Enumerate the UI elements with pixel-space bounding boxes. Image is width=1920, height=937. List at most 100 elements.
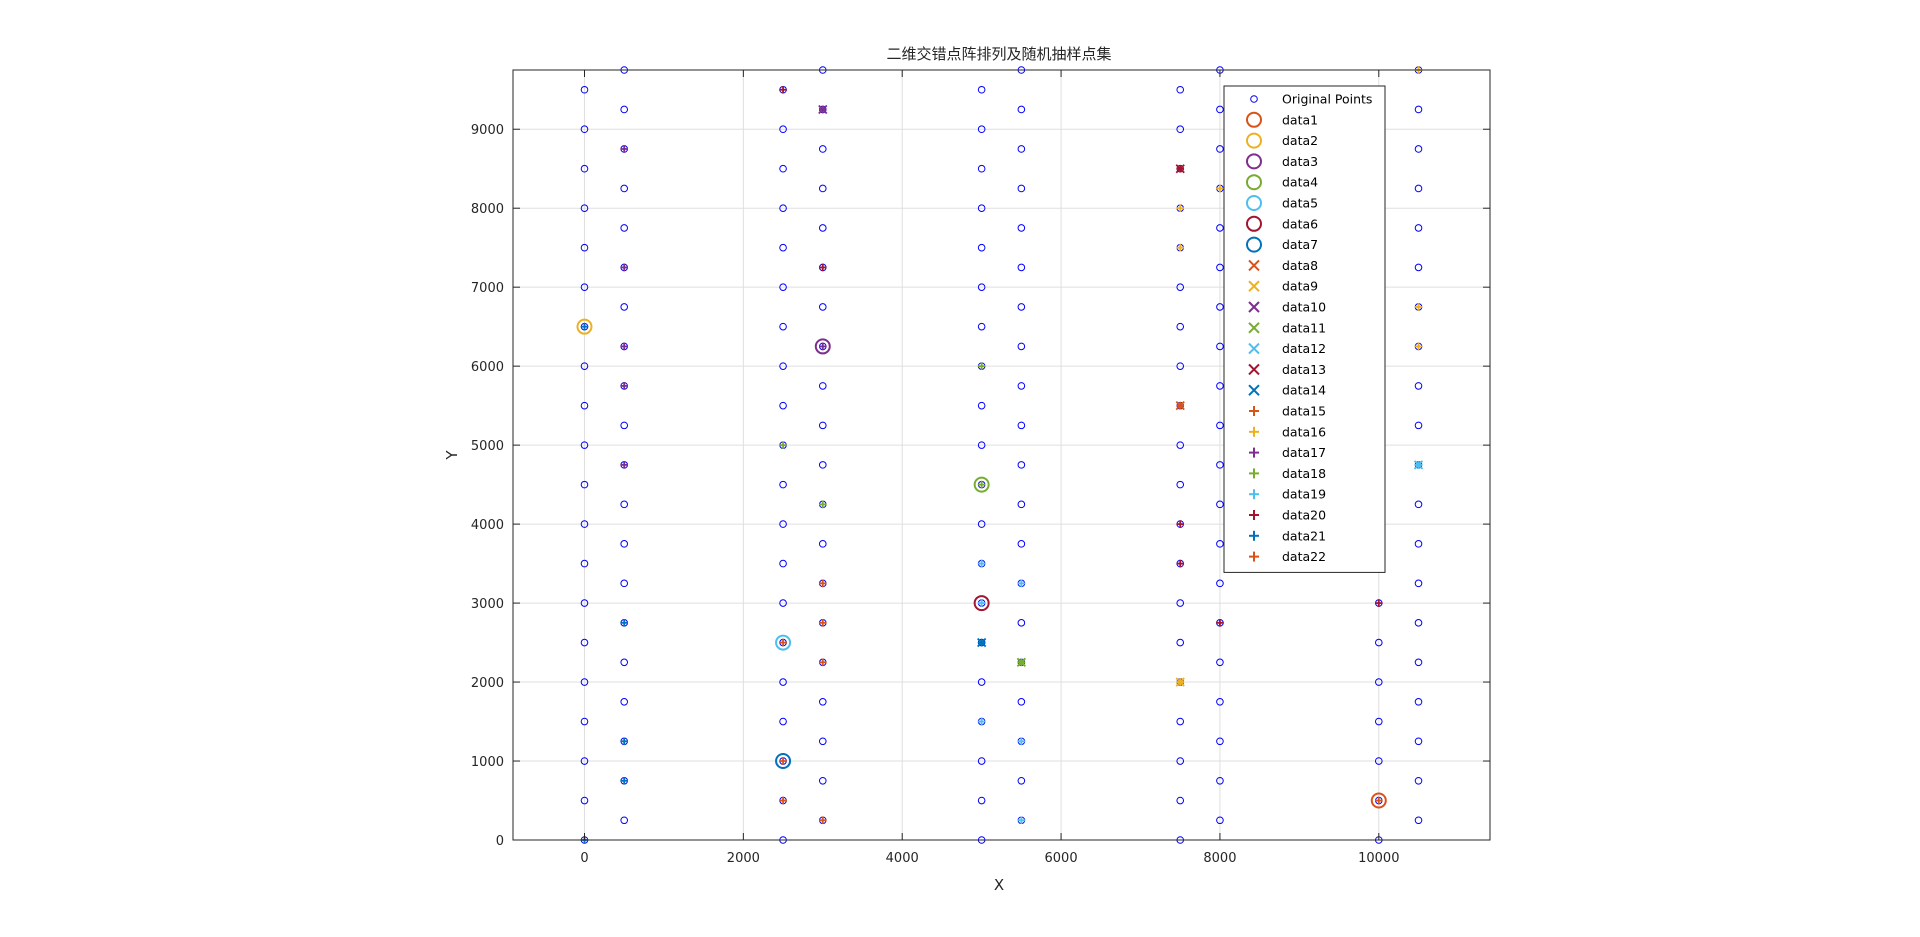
original-point (1017, 263, 1026, 272)
axes-frame (512, 69, 1491, 841)
legend-item: data13 (1248, 362, 1326, 377)
x-tick-label: 8000 (1203, 851, 1236, 866)
original-point (580, 480, 589, 489)
original-point (1414, 658, 1423, 667)
original-point (1414, 540, 1423, 548)
original-point (779, 559, 787, 568)
y-tick-label: 4000 (471, 518, 504, 533)
legend-item: data14 (1248, 383, 1326, 398)
series-point-data15 (779, 638, 787, 647)
original-point (580, 717, 589, 726)
legend-label: data12 (1282, 341, 1326, 356)
original-point (1414, 184, 1423, 193)
legend-label: data16 (1282, 424, 1326, 439)
original-point (977, 322, 986, 331)
original-point (1176, 480, 1185, 489)
series-point-data19 (977, 559, 986, 568)
original-point (580, 125, 589, 134)
original-point (580, 401, 589, 410)
original-point (977, 283, 986, 291)
original-point (1216, 263, 1224, 272)
original-point (620, 697, 629, 706)
original-point (818, 776, 827, 785)
series-point-data18 (977, 362, 986, 370)
original-point (779, 283, 787, 291)
series-point-data21 (620, 619, 629, 627)
original-point (620, 303, 629, 311)
original-point (818, 737, 827, 746)
series-point-data16 (1414, 303, 1423, 311)
original-point (1374, 717, 1383, 726)
original-point (580, 441, 589, 449)
y-tick-label: 2000 (471, 676, 504, 691)
original-point (620, 816, 629, 825)
legend-item: data4 (1246, 174, 1318, 191)
y-tick-label: 7000 (471, 281, 504, 296)
legend-item: data7 (1246, 236, 1318, 253)
original-point (620, 421, 629, 430)
legend-label: data13 (1282, 362, 1326, 377)
original-point (818, 540, 827, 548)
series-point-data16 (1176, 243, 1185, 252)
axes-box (512, 69, 1491, 841)
original-point (620, 184, 629, 193)
x-tick-label: 0 (580, 851, 588, 866)
y-axis-label: Y (443, 450, 461, 461)
legend-marker (1249, 530, 1259, 541)
original-point (1216, 421, 1224, 430)
original-point (1216, 776, 1224, 785)
original-point (580, 796, 589, 805)
legend-item: data1 (1246, 111, 1318, 128)
y-tick-label: 6000 (471, 360, 504, 375)
original-point (1216, 342, 1224, 351)
original-point (818, 184, 827, 193)
legend-marker (1246, 153, 1262, 170)
original-point (1176, 283, 1185, 291)
y-tick-label: 5000 (471, 439, 504, 454)
series-point-data4 (973, 476, 990, 493)
original-point (1017, 184, 1026, 193)
series-point-data17 (620, 342, 629, 351)
original-point (818, 421, 827, 430)
original-point (1414, 697, 1423, 706)
original-point (1017, 382, 1026, 390)
original-point (580, 283, 589, 291)
y-tick-label: 3000 (471, 597, 504, 612)
original-point (1414, 816, 1423, 825)
legend-label: data18 (1282, 466, 1326, 481)
series-point-data22 (779, 796, 787, 805)
original-point (1414, 737, 1423, 746)
series-point-data22 (818, 658, 827, 667)
legend-label: data10 (1282, 300, 1326, 315)
original-point (620, 579, 629, 588)
original-point (580, 362, 589, 370)
original-point (818, 461, 827, 469)
original-point (977, 678, 986, 686)
legend-marker (1248, 280, 1260, 292)
legend-marker-stroke (1248, 363, 1260, 376)
original-point (620, 540, 629, 548)
legend-label: data7 (1282, 237, 1318, 252)
original-point (779, 599, 787, 607)
series-point-data20 (1176, 559, 1185, 568)
series-point-data16 (1414, 342, 1423, 351)
legend-marker-stroke (1248, 280, 1260, 292)
original-point (977, 796, 986, 805)
series-point-data19 (1017, 579, 1026, 588)
legend-marker (1249, 510, 1259, 520)
series-point-data20 (779, 85, 787, 94)
original-point (818, 697, 827, 706)
original-point (1017, 500, 1026, 509)
original-point (1176, 85, 1185, 94)
y-tick-label: 1000 (471, 755, 504, 770)
legend-label: data19 (1282, 487, 1326, 502)
series-point-data16 (1176, 204, 1185, 213)
legend-item: data9 (1248, 279, 1318, 294)
legend-item: data6 (1246, 215, 1318, 232)
legend-item: data5 (1246, 195, 1318, 211)
original-point (1414, 105, 1423, 114)
original-point (1414, 263, 1423, 272)
original-point (1176, 717, 1185, 726)
original-point (580, 638, 589, 647)
